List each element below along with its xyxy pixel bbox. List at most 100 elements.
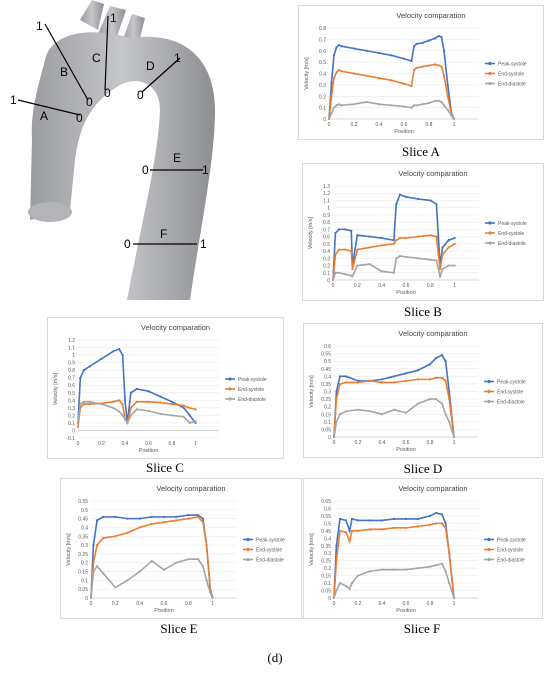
chart-0-series-2-point [452,117,456,121]
chart-2-ytick-label: 1.1 [68,346,75,352]
chart-5-series-1-point [428,523,432,526]
chart-4-series-2-point [201,565,205,568]
chart-1-series-1-point [398,236,402,240]
chart-0-series-2-point [446,108,449,111]
chart-panel-slice-a: Velocity comparation 0 0.1 0.2 0.3 0.4 0.5 0.6 0… [298,5,544,140]
chart-0-series-0-point [330,81,333,84]
chart-1-series-2-point [337,271,341,274]
chart-3-legend-label: End-systole [497,390,523,396]
chart-3-series-0-point [338,375,342,378]
chart-0-ytick-label: 0.4 [319,72,326,78]
chart-5-series-0-point [428,514,432,518]
chart-2-ytick-label: 0.6 [68,383,75,389]
chart-2-ytick-label: 0 [72,428,75,434]
chart-1-series-2-point [447,264,450,267]
chart-5-series-1-point [344,531,348,534]
chart-0-series-0-point [365,49,368,52]
chart-2-xtick-label: 0.6 [145,441,152,447]
chart-5-ytick-label: 0.4 [324,536,331,542]
chart-0-series-1-point [412,68,416,72]
chart-0-series-1-point [446,95,449,98]
chart-2-series-0-point [159,395,162,398]
chart-4-series-0-point [114,515,117,518]
chart-5-series-2-point [434,564,438,567]
chart-2-series-2-point [88,400,91,403]
chart-1-legend-marker [488,221,492,225]
chart-1-ytick-label: 0.3 [323,256,330,262]
chart-1-ytick-label: 1.3 [323,184,330,190]
chart-1-series-1-point [395,239,398,242]
chart-0-series-2-point [402,105,406,108]
chart-1-series-1-point [334,253,337,256]
chart-5-series-2-point [392,568,396,571]
chart-3-legend-label: End-diastole [497,400,525,406]
chart-5-xtick-label: 0.2 [355,601,362,607]
chart-0-ylabel: Velocity [m/s] [304,57,310,90]
chart-0-series-0-point [332,54,336,57]
chart-4-series-0-point [187,514,190,517]
chart-1-ytick-label: 0.6 [323,235,330,241]
chart-5-series-1-point [444,526,447,529]
chart-2-series-0-point [188,414,191,417]
chart-4-ytick-label: 0.55 [78,499,88,505]
chart-5-series-2-line [333,562,455,599]
chart-2-xtick-label: 0 [77,441,80,447]
chart-1-series-2-point [453,264,456,267]
chart-0-xtick-label: 0.2 [351,122,358,128]
chart-2-ylabel: Velocity [m/s] [53,372,59,405]
chart-0-series-2-point [434,99,437,102]
chart-5-series-1-point [338,529,342,532]
chart-1-series-0-point [392,239,395,242]
chart-1-series-2-point [351,275,354,278]
chart-2-series-0-line [77,348,197,424]
chart-2-series-0-point [112,350,115,353]
chart-0-series-2-point [365,100,368,104]
chart-2-series-0-point [118,347,121,351]
chart-1-ytick-label: 0.8 [323,220,330,226]
chart-3-legend-label: Peak-systole [497,380,526,386]
chart-5-legend-marker [487,537,491,542]
chart-2-series-1-point [159,401,162,404]
chart-4-series-1-point [175,519,178,522]
chart-1-xlabel: Position [396,290,416,296]
chart-2-series-1-point [121,402,124,406]
caption-slice-b: Slice B [404,304,442,319]
chart-2-series-0-point [182,406,185,409]
chart-3-series-1-point [368,379,372,382]
chart-0-series-0-point [410,59,413,63]
chart-1-series-0-point [453,236,456,240]
chart-5-series-2-point [356,574,360,577]
label-d-0: 0 [137,88,144,102]
chart-4-xtick-label: 1 [211,601,214,607]
chart-1-series-2-point [331,278,335,282]
chart-0-series-2-point [330,112,333,115]
chart-1-series-0-point [429,199,432,202]
chart-1-series-1-point [447,246,450,249]
chart-panel-slice-d: Velocity comparation 0 0.05 0.1 0.15 0.2 0.25 0… [303,323,543,458]
chart-4-legend-label: End-diastole [256,558,284,564]
chart-4-xtick-label: 0.2 [112,601,119,607]
chart-1-series-1-point [404,236,408,240]
chart-2-series-0-point [88,365,91,368]
chart-2-ytick-label: 0.5 [68,391,75,397]
chart-0-series-1-point [434,63,437,66]
chart-2-series-0-point [82,369,85,372]
chart-1-series-2-point [392,271,395,274]
chart-2-series-2-point [121,414,124,417]
chart-5-series-0-point [404,517,408,521]
chart-5-series-2-point [404,568,408,571]
chart-3-series-0-point [428,363,432,366]
chart-2-legend-label: End-diastole [238,397,266,403]
chart-2-ytick-label: 0.2 [68,413,75,419]
chart-5-series-1-point [434,522,438,525]
chart-1-legend-label: End-diastole [498,241,526,247]
chart-3-series-1-point [444,379,447,382]
chart-3-series-0-point [444,360,447,363]
chart-5-series-2-point [380,568,384,571]
chart-4-series-2-point [150,559,153,563]
chart-5-series-1-point [348,540,351,543]
chart-4-series-2-point [114,586,117,589]
chart-2-series-1-point [135,400,138,403]
chart-5-ytick-label: 0.2 [324,566,331,572]
chart-1-series-2-point [438,275,442,278]
